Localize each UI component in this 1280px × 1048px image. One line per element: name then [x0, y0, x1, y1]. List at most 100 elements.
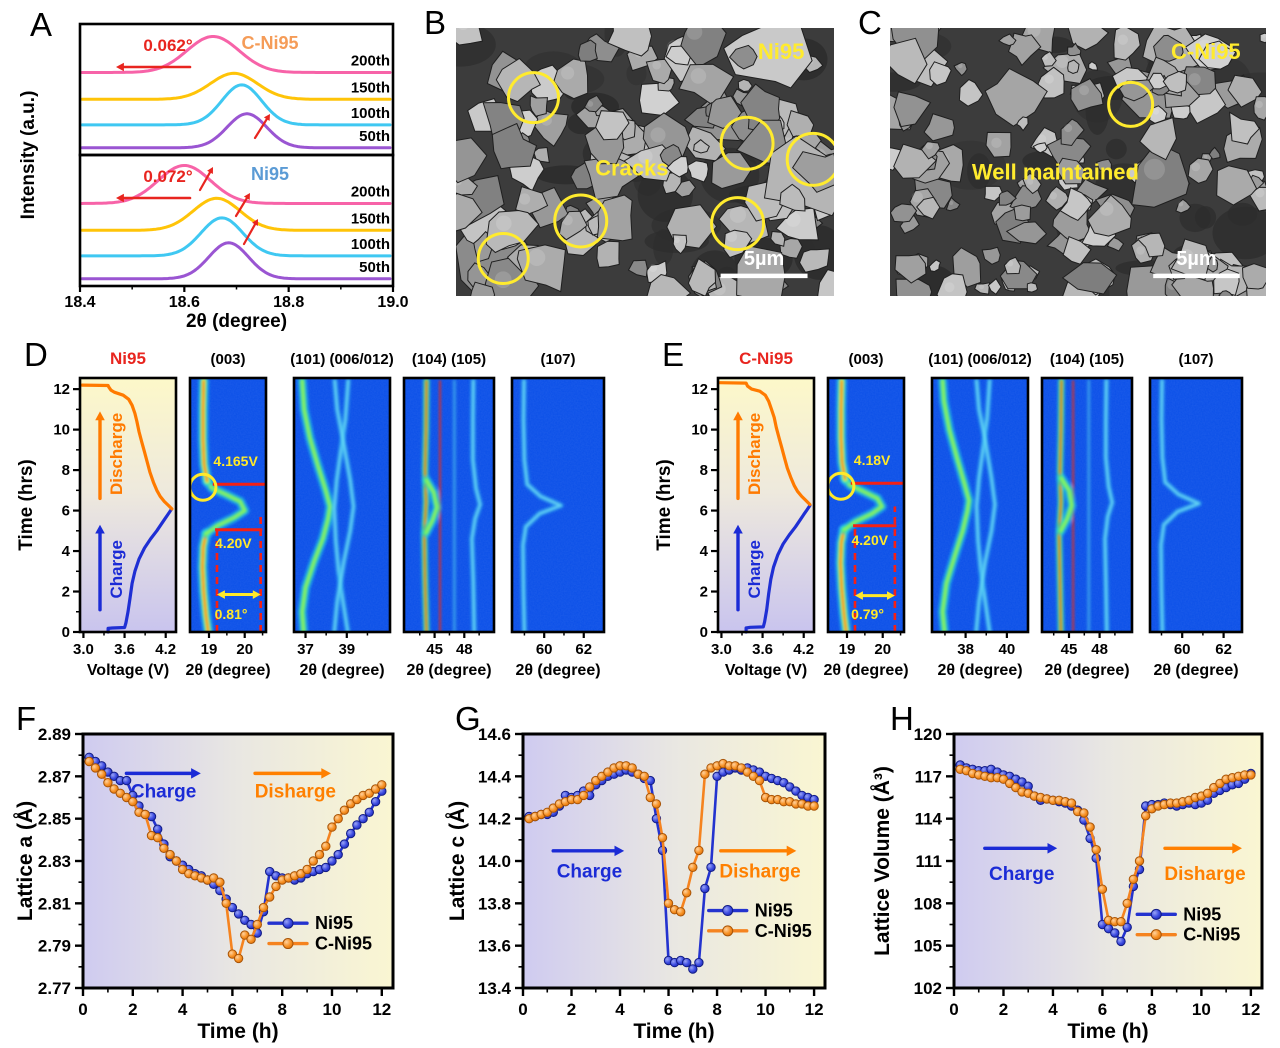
cycle-label: 100th	[351, 105, 390, 122]
y-tick-label: 108	[914, 894, 942, 913]
y-tick-label: 13.8	[478, 894, 511, 913]
two-theta-tick-label: 20	[236, 641, 253, 658]
cycle-label: 200th	[351, 183, 390, 200]
xrd-contour-panel: 37 39 2θ (degree) (101) (006/012)	[290, 351, 393, 679]
y-tick-label: 2.77	[38, 979, 71, 998]
y-tick-label: 2.89	[38, 725, 71, 744]
legend-label: C-Ni95	[755, 921, 812, 941]
y-tick-label: 14.0	[478, 852, 511, 871]
charge-label: Charge	[989, 864, 1054, 885]
time-tick-label: 2	[62, 584, 70, 601]
two-theta-tick-label: 45	[1061, 641, 1078, 658]
reflection-title: (101) (006/012)	[290, 351, 393, 368]
series-c-ni95	[955, 764, 1256, 927]
highlight-circle	[1107, 80, 1155, 128]
panel-d-operando-ni95: 0 2 4 6 8 10 12 Time (hrs) Charge Discharge 3.0 3.6…	[16, 349, 606, 679]
time-tick-label: 6	[62, 503, 70, 520]
highlight-circle	[190, 472, 218, 502]
voltage-tick-label: 3.0	[711, 641, 732, 658]
x-tick-label: 12	[372, 1000, 391, 1019]
y-axis-title: Intensity (a.u.)	[18, 91, 39, 220]
panel-a-xrd-peaks: 200th 150th 100th 50th C-Ni95 0.062° 200th 150t…	[18, 22, 409, 332]
y-tick-label: 105	[914, 937, 942, 956]
panel-b-letter: B	[424, 4, 447, 41]
two-theta-axis-title: 2θ (degree)	[1153, 662, 1238, 679]
time-tick-label: 2	[700, 584, 708, 601]
y-tick-label: 111	[916, 852, 943, 871]
y-tick-label: 2.79	[38, 937, 71, 956]
cycle-label: 50th	[359, 128, 390, 145]
x-tick-label: 10	[1192, 1000, 1211, 1019]
y-axis-title: Lattice c (Å)	[445, 801, 469, 921]
series-c-ni95	[524, 758, 819, 917]
sample-tag: Ni95	[758, 39, 804, 64]
charge-label: Charge	[107, 540, 126, 599]
sem-image	[456, 28, 834, 296]
xrd-annotations: 4.165V 4.20V 0.81°	[190, 453, 266, 632]
two-theta-tick-label: 19	[839, 641, 856, 658]
y-tick-label: 13.6	[478, 937, 511, 956]
panel-f-letter: F	[16, 700, 37, 737]
subpanel-title: Ni95	[251, 164, 289, 184]
voltage-curves	[718, 381, 812, 634]
two-theta-axis-title: 2θ (degree)	[823, 662, 908, 679]
charge-label: Charge	[557, 862, 622, 883]
y-tick-label: 2.85	[38, 810, 71, 829]
xrd-contour-panel: 45 48 2θ (degree) (104) (105)	[1040, 351, 1134, 679]
reflection-title: (101) (006/012)	[928, 351, 1031, 368]
x-tick-label: 0	[518, 1000, 527, 1019]
xrd-contour-panel: 45 48 2θ (degree) (104) (105)	[402, 351, 496, 679]
legend-label: Ni95	[1183, 904, 1221, 924]
two-theta-tick-label: 60	[536, 641, 553, 658]
x-tick-label: 10	[323, 1000, 342, 1019]
xrd-contour-panel: 4.165V 4.20V 0.81° 19 20 2θ (degree) (003)	[185, 351, 270, 679]
cycle-label: 50th	[359, 259, 390, 276]
panel-h-lattice-volume: 102 105 108 111 114 117 120 0 2 4 6 8 10 12 Time (h) La…	[870, 725, 1264, 1043]
highlight-circle	[710, 196, 766, 252]
axes: 102 105 108 111 114 117 120 0 2 4 6 8 10 12	[914, 725, 1261, 1019]
highlight-circle	[719, 115, 775, 171]
x-tick-label: 2	[128, 1000, 137, 1019]
subpanel-title: C-Ni95	[241, 33, 298, 53]
y-tick-label: 114	[915, 810, 943, 829]
two-theta-tick-label: 62	[1215, 641, 1232, 658]
y-tick-label: 117	[915, 767, 942, 786]
voltage-plot-bg	[718, 378, 814, 632]
highlight-circle	[553, 193, 609, 249]
sample-tag: C-Ni95	[1171, 39, 1241, 64]
panel-g-lattice-c: 13.4 13.6 13.8 14.0 14.2 14.4 14.6 0 2 4 6 8 10 12 Tim…	[445, 725, 827, 1043]
time-tick-label: 12	[53, 381, 70, 398]
panel-a-letter: A	[30, 6, 53, 43]
panel-g-letter: G	[455, 700, 481, 737]
xrd-curves	[80, 35, 392, 150]
x-axis-title: Time (h)	[1067, 1020, 1148, 1043]
legend-label: Ni95	[755, 901, 793, 921]
two-theta-tick-label: 19	[201, 641, 218, 658]
reflection-title: (003)	[210, 351, 245, 368]
two-theta-tick-label: 20	[874, 641, 891, 658]
x-axis-title: 2θ (degree)	[186, 311, 287, 332]
voltage-annotation: 4.18V	[854, 452, 891, 468]
cycle-label: 150th	[351, 210, 390, 227]
highlight-circle	[785, 131, 834, 187]
discharge-label: Disharge	[719, 862, 800, 883]
time-axis-title: Time (hrs)	[16, 459, 37, 551]
x-tick-label: 2	[567, 1000, 576, 1019]
x-tick-label: 6	[1098, 1000, 1107, 1019]
two-theta-axis-title: 2θ (degree)	[515, 662, 600, 679]
x-axis-title: Time (h)	[197, 1020, 278, 1043]
x-tick-label: 8	[712, 1000, 721, 1019]
time-tick-label: 12	[691, 381, 708, 398]
cycle-label: 100th	[351, 236, 390, 253]
discharge-label: Disharge	[1164, 864, 1245, 885]
panel-d-letter: D	[24, 336, 48, 373]
x-tick-label: 12	[805, 1000, 824, 1019]
x-tick-label: 4	[615, 1000, 625, 1019]
two-theta-tick-label: 60	[1174, 641, 1191, 658]
x-tick-label: 4	[1048, 1000, 1058, 1019]
discharge-label: Disharge	[255, 782, 336, 803]
y-tick-label: 13.4	[478, 979, 512, 998]
time-tick-label: 4	[62, 543, 71, 560]
